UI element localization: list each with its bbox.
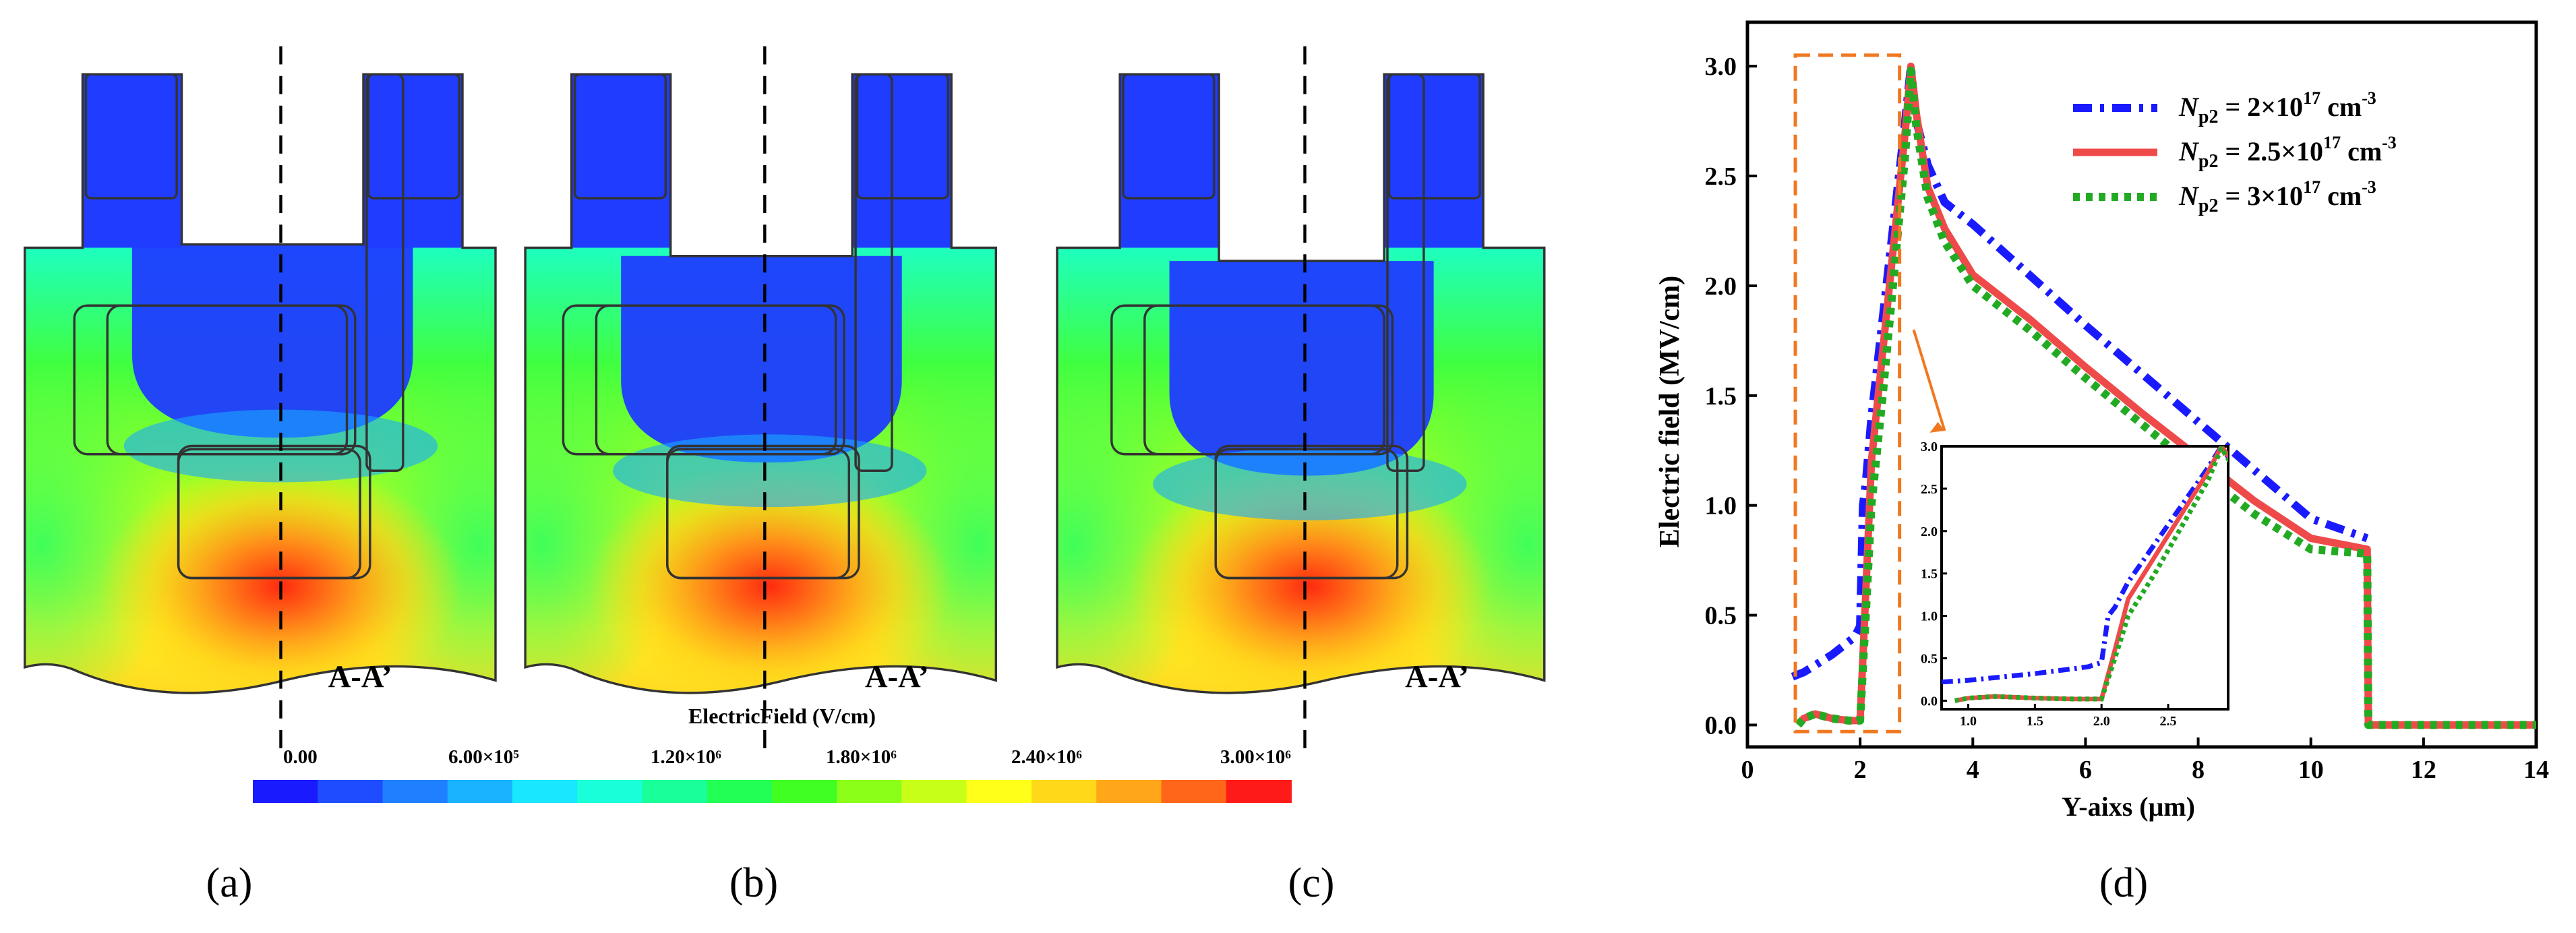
colorbar-tick: 0.00 (283, 746, 318, 768)
colorbar-tick: 1.20×10⁶ (651, 746, 721, 768)
x-tick-label: 10 (2298, 756, 2324, 784)
colorbar-cell (512, 780, 578, 803)
inset-chart: 1.0 1.5 2.0 2.5 0.0 0.5 1.0 1.5 2.0 2.5 3.0 (1921, 440, 2229, 729)
colorbar-cell (901, 780, 967, 803)
line-chart: 0 2 4 6 8 10 12 14 0.0 0.5 1.0 1.5 2.0 2.5 3.0 Y-aixs (… (1654, 20, 2549, 906)
colorbar-cell (1096, 780, 1162, 803)
colorbar-cell (382, 780, 448, 803)
plot-frame (1745, 20, 2538, 749)
x-tick-label: 14 (2523, 756, 2549, 784)
colorbar-tick: 1.80×10⁶ (826, 746, 897, 768)
colorbar-tick: 6.00×10⁵ (448, 746, 519, 768)
colorbar-cell (837, 780, 903, 803)
series-line-1 (1791, 62, 2369, 681)
colorbar-tick: 2.40×10⁶ (1011, 746, 1082, 768)
zoom-arrow (1912, 329, 1946, 431)
inset-y-tick-label: 1.5 (1921, 567, 1938, 582)
colorbar-cell (707, 780, 773, 803)
inset-x-tick-label: 1.0 (1960, 714, 1977, 729)
colorbar-cell (577, 780, 643, 803)
cut-label: A-A’ (1405, 660, 1469, 694)
y-tick-label: 2.0 (1705, 272, 1737, 301)
legend-label-3: Np2 = 3×1017 cm-3 (2178, 177, 2376, 216)
colorbar-cell (447, 780, 513, 803)
colorbar-cell (253, 780, 319, 803)
cut-label: A-A’ (328, 660, 392, 694)
y-tick-label: 3.0 (1705, 53, 1737, 81)
inset-x-tick-label: 2.0 (2093, 714, 2110, 729)
zoom-region-box (1793, 53, 1902, 733)
y-axis-label: Electric field (MV/cm) (1654, 276, 1685, 547)
inset-y-tick-label: 0.5 (1921, 652, 1938, 667)
x-axis-label: Y-aixs (μm) (2062, 791, 2195, 822)
field-maps: A-A’ A-A’ A-A’ (24, 46, 1546, 757)
colorbar-cell (642, 780, 708, 803)
zoom-arrowhead (1929, 421, 1945, 433)
inset-x-tick-label: 2.5 (2160, 714, 2177, 729)
field-map-c: A-A’ (1056, 46, 1546, 757)
x-tick-label: 6 (2079, 756, 2092, 784)
x-tick-label: 2 (1854, 756, 1867, 784)
panel-label: (b) (729, 860, 778, 906)
x-tick-label: 4 (1967, 756, 1979, 784)
colorbar-tick: 3.00×10⁶ (1220, 746, 1291, 768)
panel-label: (d) (2099, 860, 2148, 906)
field-map-a: A-A’ (24, 46, 497, 757)
colorbar-cell (1031, 780, 1098, 803)
inset-y-tick-label: 3.0 (1921, 440, 1938, 454)
field-map-b: A-A’ (524, 46, 998, 757)
cut-label: A-A’ (865, 660, 929, 694)
x-tick-label: 0 (1741, 756, 1754, 784)
colorbar-cell (1161, 780, 1227, 803)
legend-label-2: Np2 = 2.5×1017 cm-3 (2178, 133, 2397, 172)
panel-label: (a) (206, 860, 253, 906)
inset-x-tick-label: 1.5 (2027, 714, 2043, 729)
inset-y-tick-label: 2.5 (1921, 482, 1938, 497)
panel-label: (c) (1288, 860, 1335, 906)
inset-frame (1940, 445, 2229, 711)
inset-y-tick-label: 2.0 (1921, 524, 1938, 539)
y-tick-label: 0.5 (1705, 602, 1737, 630)
inset-series-line-2 (1954, 446, 2228, 703)
y-tick-label: 2.5 (1705, 162, 1737, 191)
y-tick-label: 1.0 (1705, 492, 1737, 520)
inset-y-tick-label: 0.0 (1921, 694, 1938, 709)
colorbar-cell (772, 780, 838, 803)
inset-y-tick-label: 1.0 (1921, 609, 1938, 624)
colorbar-cell (966, 780, 1032, 803)
colorbar-cell (1226, 780, 1292, 803)
series-line-3 (1795, 66, 2536, 729)
y-tick-label: 1.5 (1705, 382, 1737, 411)
y-tick-label: 0.0 (1705, 711, 1737, 740)
x-tick-label: 8 (2192, 756, 2205, 784)
colorbar-cell (318, 780, 384, 803)
legend-label-1: Np2 = 2×1017 cm-3 (2178, 88, 2376, 127)
colorbar-title: ElectricField (V/cm) (688, 704, 876, 728)
x-tick-label: 12 (2411, 756, 2436, 784)
colorbar: ElectricField (V/cm) 0.00 6.00×10⁵ 1.20×10… (253, 704, 1292, 803)
